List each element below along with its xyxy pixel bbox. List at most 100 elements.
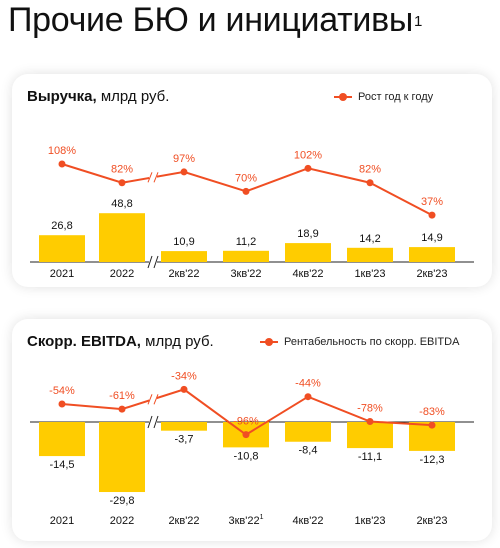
page-title: Прочие БЮ и инициативы1 bbox=[8, 0, 422, 40]
x-tick-label: 3кв'221 bbox=[228, 514, 263, 527]
point-value-label: 102% bbox=[294, 149, 322, 161]
x-tick-label: 2021 bbox=[50, 515, 74, 527]
x-tick-label: 2кв'22 bbox=[168, 515, 199, 527]
ebitda-card: Скорр. EBITDA, млрд руб. Рентабельность … bbox=[12, 319, 492, 541]
bar-value-label: 14,9 bbox=[421, 232, 442, 244]
bar-value-label: 10,9 bbox=[173, 236, 194, 248]
point-value-label: 108% bbox=[48, 145, 76, 157]
x-tick-label: 1кв'23 bbox=[354, 268, 385, 280]
revenue-title-bold: Выручка, bbox=[27, 88, 97, 105]
bar bbox=[161, 251, 207, 262]
point-value-label: 97% bbox=[173, 153, 195, 165]
ebitda-title-rest: млрд руб. bbox=[140, 333, 214, 350]
bar bbox=[39, 422, 85, 457]
page-title-text: Прочие БЮ и инициативы bbox=[8, 1, 413, 39]
ebitda-title-bold: Скорр. EBITDA, bbox=[27, 333, 141, 350]
bar-value-label: 14,2 bbox=[359, 233, 380, 245]
bar-value-label: -11,1 bbox=[358, 451, 382, 463]
series-point bbox=[428, 211, 436, 219]
ebitda-legend-label: Рентабельность по скорр. EBITDA bbox=[284, 336, 460, 348]
x-tick-label: 2кв'23 bbox=[416, 268, 447, 280]
revenue-legend-label: Рост год к году bbox=[358, 91, 434, 103]
x-tick-label: 2кв'22 bbox=[168, 268, 199, 280]
point-value-label: -61% bbox=[109, 390, 135, 402]
series-point bbox=[118, 405, 126, 413]
bar-value-label: -3,7 bbox=[175, 434, 194, 446]
axis-break-mark bbox=[153, 255, 159, 269]
bar-value-label: 26,8 bbox=[51, 220, 72, 232]
series-point bbox=[304, 393, 312, 401]
series-point bbox=[242, 187, 250, 195]
ebitda-chart-title: Скорр. EBITDA, млрд руб. bbox=[27, 333, 214, 350]
bar bbox=[285, 243, 331, 262]
series-point bbox=[304, 164, 312, 172]
axis-break-mark bbox=[147, 415, 153, 429]
series-point bbox=[428, 421, 436, 429]
point-value-label: -54% bbox=[49, 385, 75, 397]
line-break-mark bbox=[153, 172, 159, 183]
point-value-label: -83% bbox=[419, 406, 445, 418]
series-point bbox=[180, 385, 188, 393]
axis-break-gap bbox=[149, 414, 157, 430]
series-point bbox=[366, 418, 374, 426]
bar bbox=[99, 422, 145, 493]
bar-value-label: -14,5 bbox=[49, 459, 74, 471]
bar bbox=[99, 213, 145, 262]
point-value-label: 82% bbox=[111, 164, 133, 176]
line-break-mark bbox=[153, 394, 159, 405]
bar-value-label: 18,9 bbox=[297, 228, 318, 240]
x-tick-label: 2021 bbox=[50, 268, 74, 280]
x-tick-label: 3кв'22 bbox=[230, 268, 261, 280]
point-value-label: 70% bbox=[235, 172, 257, 184]
revenue-chart-title: Выручка, млрд руб. bbox=[27, 88, 169, 105]
series-point bbox=[118, 179, 126, 187]
bar-value-label: -8,4 bbox=[299, 445, 318, 457]
legend-line-marker bbox=[260, 337, 278, 347]
revenue-title-rest: млрд руб. bbox=[96, 88, 170, 105]
point-value-label: -34% bbox=[171, 370, 197, 382]
line-break-gap bbox=[149, 393, 157, 406]
line-break-mark bbox=[147, 394, 153, 405]
x-tick-label: 2022 bbox=[110, 515, 134, 527]
x-tick-label: 1кв'23 bbox=[354, 515, 385, 527]
line-break-mark bbox=[147, 172, 153, 183]
axis-break-mark bbox=[147, 255, 153, 269]
legend-line-marker bbox=[334, 92, 352, 102]
bar-value-label: 48,8 bbox=[111, 198, 132, 210]
series-point bbox=[58, 160, 66, 168]
bar bbox=[161, 422, 207, 431]
x-tick-label: 4кв'22 bbox=[292, 515, 323, 527]
series-point bbox=[58, 400, 66, 408]
point-value-label: -78% bbox=[357, 403, 383, 415]
axis-break-gap bbox=[149, 254, 157, 270]
point-value-label: -44% bbox=[295, 378, 321, 390]
revenue-chart: 26,8 2021 48,8 2022 10,9 2кв'22 11,2 3кв'22 18,9… bbox=[30, 145, 474, 280]
ebitda-legend: Рентабельность по скорр. EBITDA bbox=[260, 336, 459, 348]
point-value-label: 37% bbox=[421, 196, 443, 208]
series-point bbox=[366, 179, 374, 187]
x-tick-footnote: 1 bbox=[260, 514, 264, 521]
revenue-card: Выручка, млрд руб. Рост год к году 26,8 2… bbox=[12, 74, 492, 287]
revenue-legend: Рост год к году bbox=[334, 91, 433, 103]
bar bbox=[409, 247, 455, 262]
x-tick-label: 2022 bbox=[110, 268, 134, 280]
bar-value-label: 11,2 bbox=[236, 236, 257, 248]
bar bbox=[285, 422, 331, 442]
x-tick-label: 4кв'22 bbox=[292, 268, 323, 280]
x-tick-label: 2кв'23 bbox=[416, 515, 447, 527]
bar bbox=[347, 247, 393, 262]
bar-value-label: -29,8 bbox=[109, 495, 134, 507]
point-value-label: 82% bbox=[359, 164, 381, 176]
bar bbox=[347, 422, 393, 449]
point-value-label: -96% bbox=[233, 416, 259, 428]
axis-break-mark bbox=[153, 415, 159, 429]
bar-value-label: -12,3 bbox=[419, 454, 444, 466]
bar-value-label: -10,8 bbox=[233, 450, 258, 462]
bar bbox=[223, 250, 269, 262]
page-title-footnote: 1 bbox=[413, 13, 423, 30]
series-point bbox=[242, 431, 250, 439]
bar bbox=[39, 235, 85, 262]
ebitda-chart: -14,5 2021 -29,8 2022 -3,7 2кв'22 -10,8 3кв'221… bbox=[30, 370, 474, 527]
series-point bbox=[180, 168, 188, 176]
line-break-gap bbox=[149, 171, 157, 184]
